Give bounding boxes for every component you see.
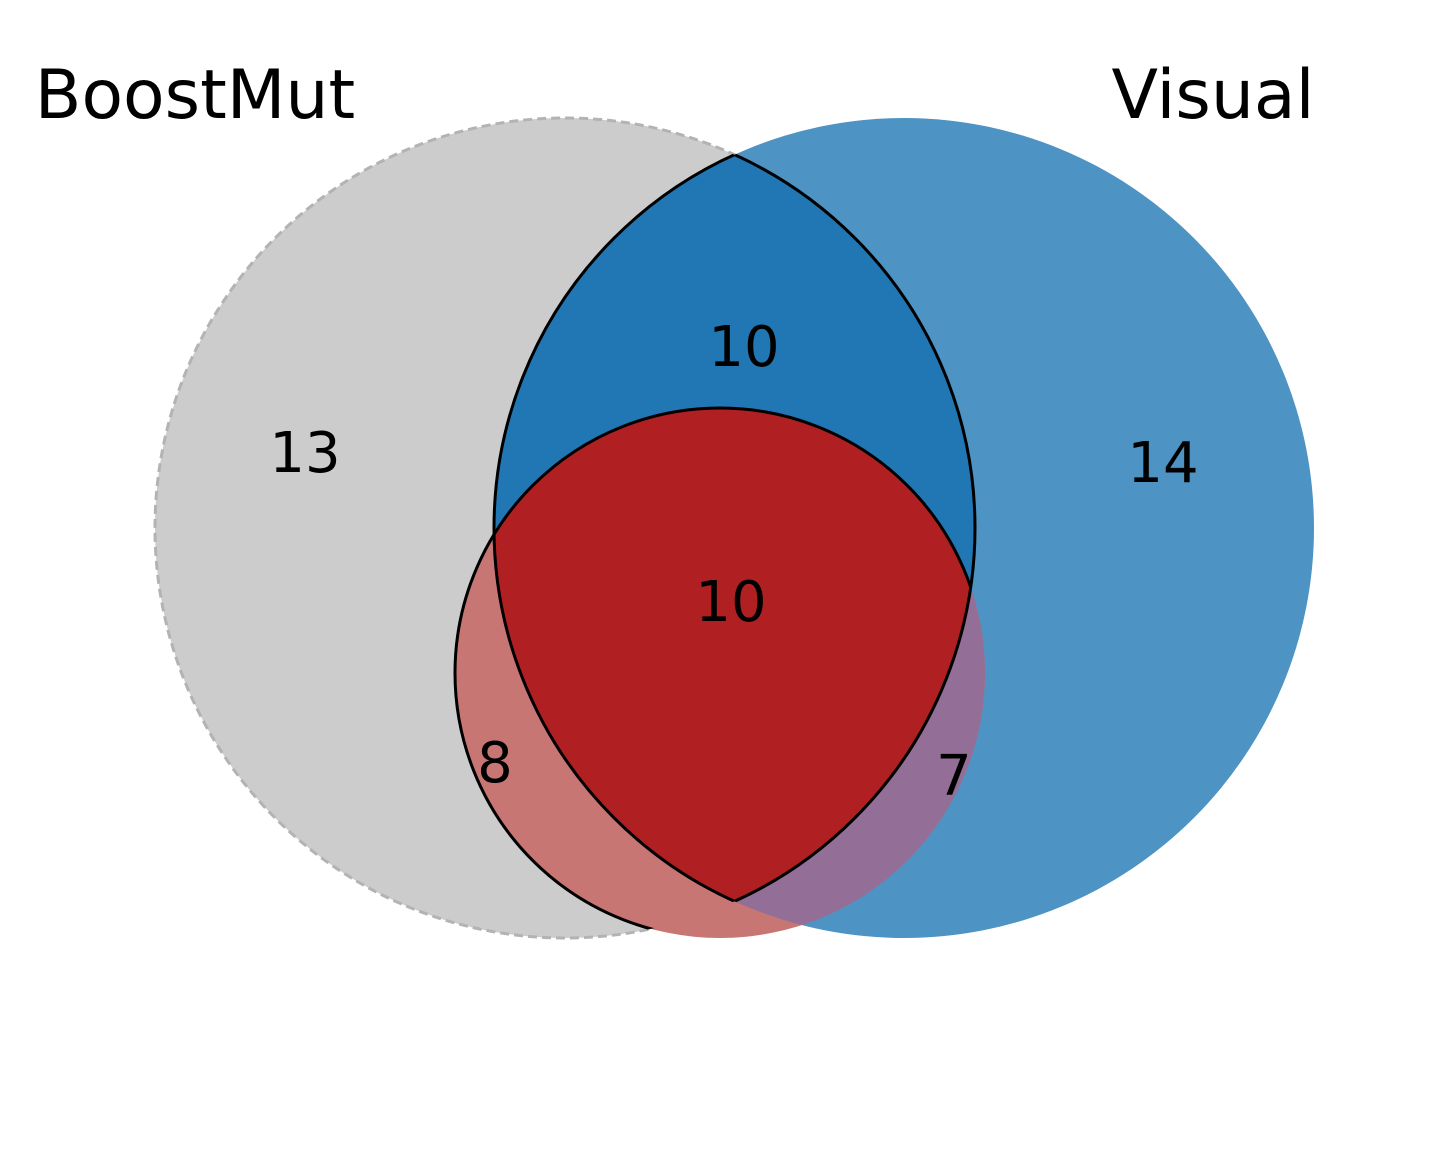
count-all-three: 10 xyxy=(695,570,766,635)
set-label-boostmut: BoostMut xyxy=(35,56,355,135)
count-boostmut-only: 13 xyxy=(269,421,340,486)
count-boostmut-visual: 10 xyxy=(708,315,779,380)
set-label-visual: Visual xyxy=(1111,56,1314,135)
boostmut-visual-outline-b xyxy=(492,118,975,938)
count-boostmut-third: 8 xyxy=(477,731,513,796)
boostmut-visual-outline-a xyxy=(494,118,977,938)
count-visual-only: 14 xyxy=(1127,431,1198,496)
third-outline xyxy=(453,406,975,938)
count-visual-third: 7 xyxy=(936,744,972,809)
